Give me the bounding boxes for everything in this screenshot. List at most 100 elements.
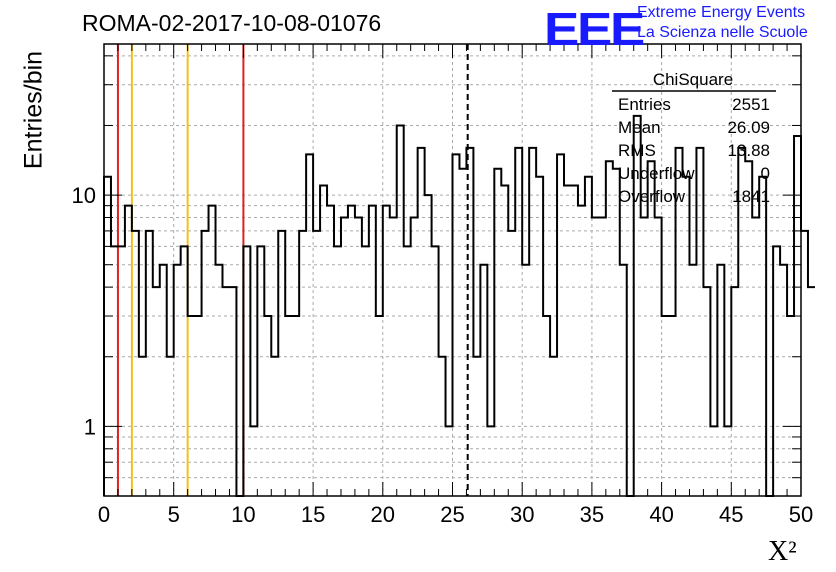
histogram-bin: [132, 231, 139, 496]
y-tick-label: 1: [84, 414, 96, 439]
histogram-bin: [515, 148, 522, 496]
histogram-bin: [689, 265, 696, 496]
histogram-bin: [243, 246, 250, 496]
x-tick-label: 40: [649, 502, 673, 527]
histogram-bin: [264, 316, 271, 496]
histogram-bin: [466, 148, 473, 496]
stats-box: ChiSquare Entries 2551 Mean 26.09 RMS 13.88 Und…: [612, 70, 776, 206]
histogram-bin: [209, 206, 216, 496]
histogram-bin: [543, 316, 550, 496]
stats-row-value: 13.88: [727, 141, 770, 160]
histogram-bins: [103, 114, 815, 497]
histogram-bin: [662, 316, 669, 496]
histogram-bin: [536, 177, 543, 496]
histogram-bin: [620, 265, 627, 496]
x-tick-label: 5: [168, 502, 180, 527]
histogram-bin: [292, 316, 299, 496]
histogram-bin: [104, 177, 111, 496]
stats-row-value: 2551: [732, 95, 770, 114]
x-axis-label: X²: [768, 536, 797, 567]
stats-row-value: 26.09: [727, 118, 770, 137]
x-tick-label: 30: [510, 502, 534, 527]
histogram-bin: [216, 265, 223, 496]
stats-row-label: Underflow: [618, 164, 695, 183]
histogram-bin: [571, 186, 578, 496]
histogram-bin: [278, 231, 285, 496]
histogram-bin: [334, 246, 341, 496]
stats-title: ChiSquare: [653, 70, 733, 89]
histogram-bin: [683, 177, 690, 496]
histogram-bin: [418, 148, 425, 496]
x-tick-label: 25: [440, 502, 464, 527]
x-tick-label: 0: [98, 502, 110, 527]
histogram-line: [103, 114, 815, 497]
histogram-bin: [118, 246, 125, 496]
histogram-bin: [780, 265, 787, 496]
histogram-bin: [153, 287, 160, 496]
histogram-bin: [369, 206, 376, 496]
chart-title: ROMA-02-2017-10-08-01076: [82, 10, 382, 36]
histogram-bin: [564, 186, 571, 496]
stats-row-label: Overflow: [618, 187, 686, 206]
histogram-bin: [362, 246, 369, 496]
histogram-bin: [808, 287, 815, 496]
histogram-bin: [508, 231, 515, 496]
histogram-bin: [327, 206, 334, 496]
histogram-bin: [501, 186, 508, 496]
stats-row-label: Mean: [618, 118, 661, 137]
histogram-bin: [578, 206, 585, 496]
stats-row-label: RMS: [618, 141, 656, 160]
histogram-bin: [376, 316, 383, 496]
histogram-bin: [731, 287, 738, 496]
histogram-bin: [111, 246, 118, 496]
histogram-bin: [480, 265, 487, 496]
eee-logo: EEE: [544, 3, 645, 55]
histogram-bin: [320, 186, 327, 496]
histogram-bin: [188, 316, 195, 496]
histogram-bin: [745, 161, 752, 496]
x-tick-label: 10: [231, 502, 255, 527]
histogram-bin: [787, 316, 794, 496]
histogram-bin: [606, 161, 613, 496]
histogram-bin: [397, 125, 404, 496]
histogram-bin: [181, 246, 188, 496]
histogram-bin: [174, 265, 181, 496]
histogram-bin: [313, 231, 320, 496]
histogram-bin: [229, 287, 236, 496]
histogram-bin: [348, 206, 355, 496]
histogram-bin: [432, 246, 439, 496]
x-tick-label: 20: [371, 502, 395, 527]
histogram-bin: [222, 287, 229, 496]
histogram-bin: [285, 316, 292, 496]
histogram-bin: [195, 316, 202, 496]
histogram-bin: [404, 246, 411, 496]
reference-lines: [116, 44, 469, 496]
histogram-bin: [696, 148, 703, 496]
x-tick-label: 15: [301, 502, 325, 527]
logo-line-2: La Scienza nelle Scuole: [637, 24, 808, 41]
x-tick-label: 50: [789, 502, 813, 527]
stats-row-label: Entries: [618, 95, 671, 114]
histogram-bin: [759, 177, 766, 496]
y-tick-label: 10: [72, 183, 96, 208]
y-axis-label: Entries/bin: [19, 50, 48, 170]
x-tick-label: 45: [719, 502, 743, 527]
logo-line-1: Extreme Energy Events: [637, 4, 806, 21]
histogram-bin: [529, 148, 536, 496]
histogram-bin: [669, 316, 676, 496]
x-tick-label: 35: [580, 502, 604, 527]
histogram-bin: [160, 265, 167, 496]
histogram-bin: [703, 287, 710, 496]
histogram-bin: [522, 265, 529, 496]
histogram-bin: [146, 231, 153, 496]
histogram-bin: [299, 231, 306, 496]
histogram-bin: [585, 177, 592, 496]
histogram-bin: [125, 206, 132, 496]
histogram-bin: [257, 246, 264, 496]
axes: 0 5 10 15 20 25 30 35 40 45 50 1 10: [72, 43, 813, 527]
histogram-bin: [425, 195, 432, 496]
stats-row-value: 1841: [732, 187, 770, 206]
histogram-bin: [773, 246, 780, 496]
histogram-bin: [383, 206, 390, 496]
